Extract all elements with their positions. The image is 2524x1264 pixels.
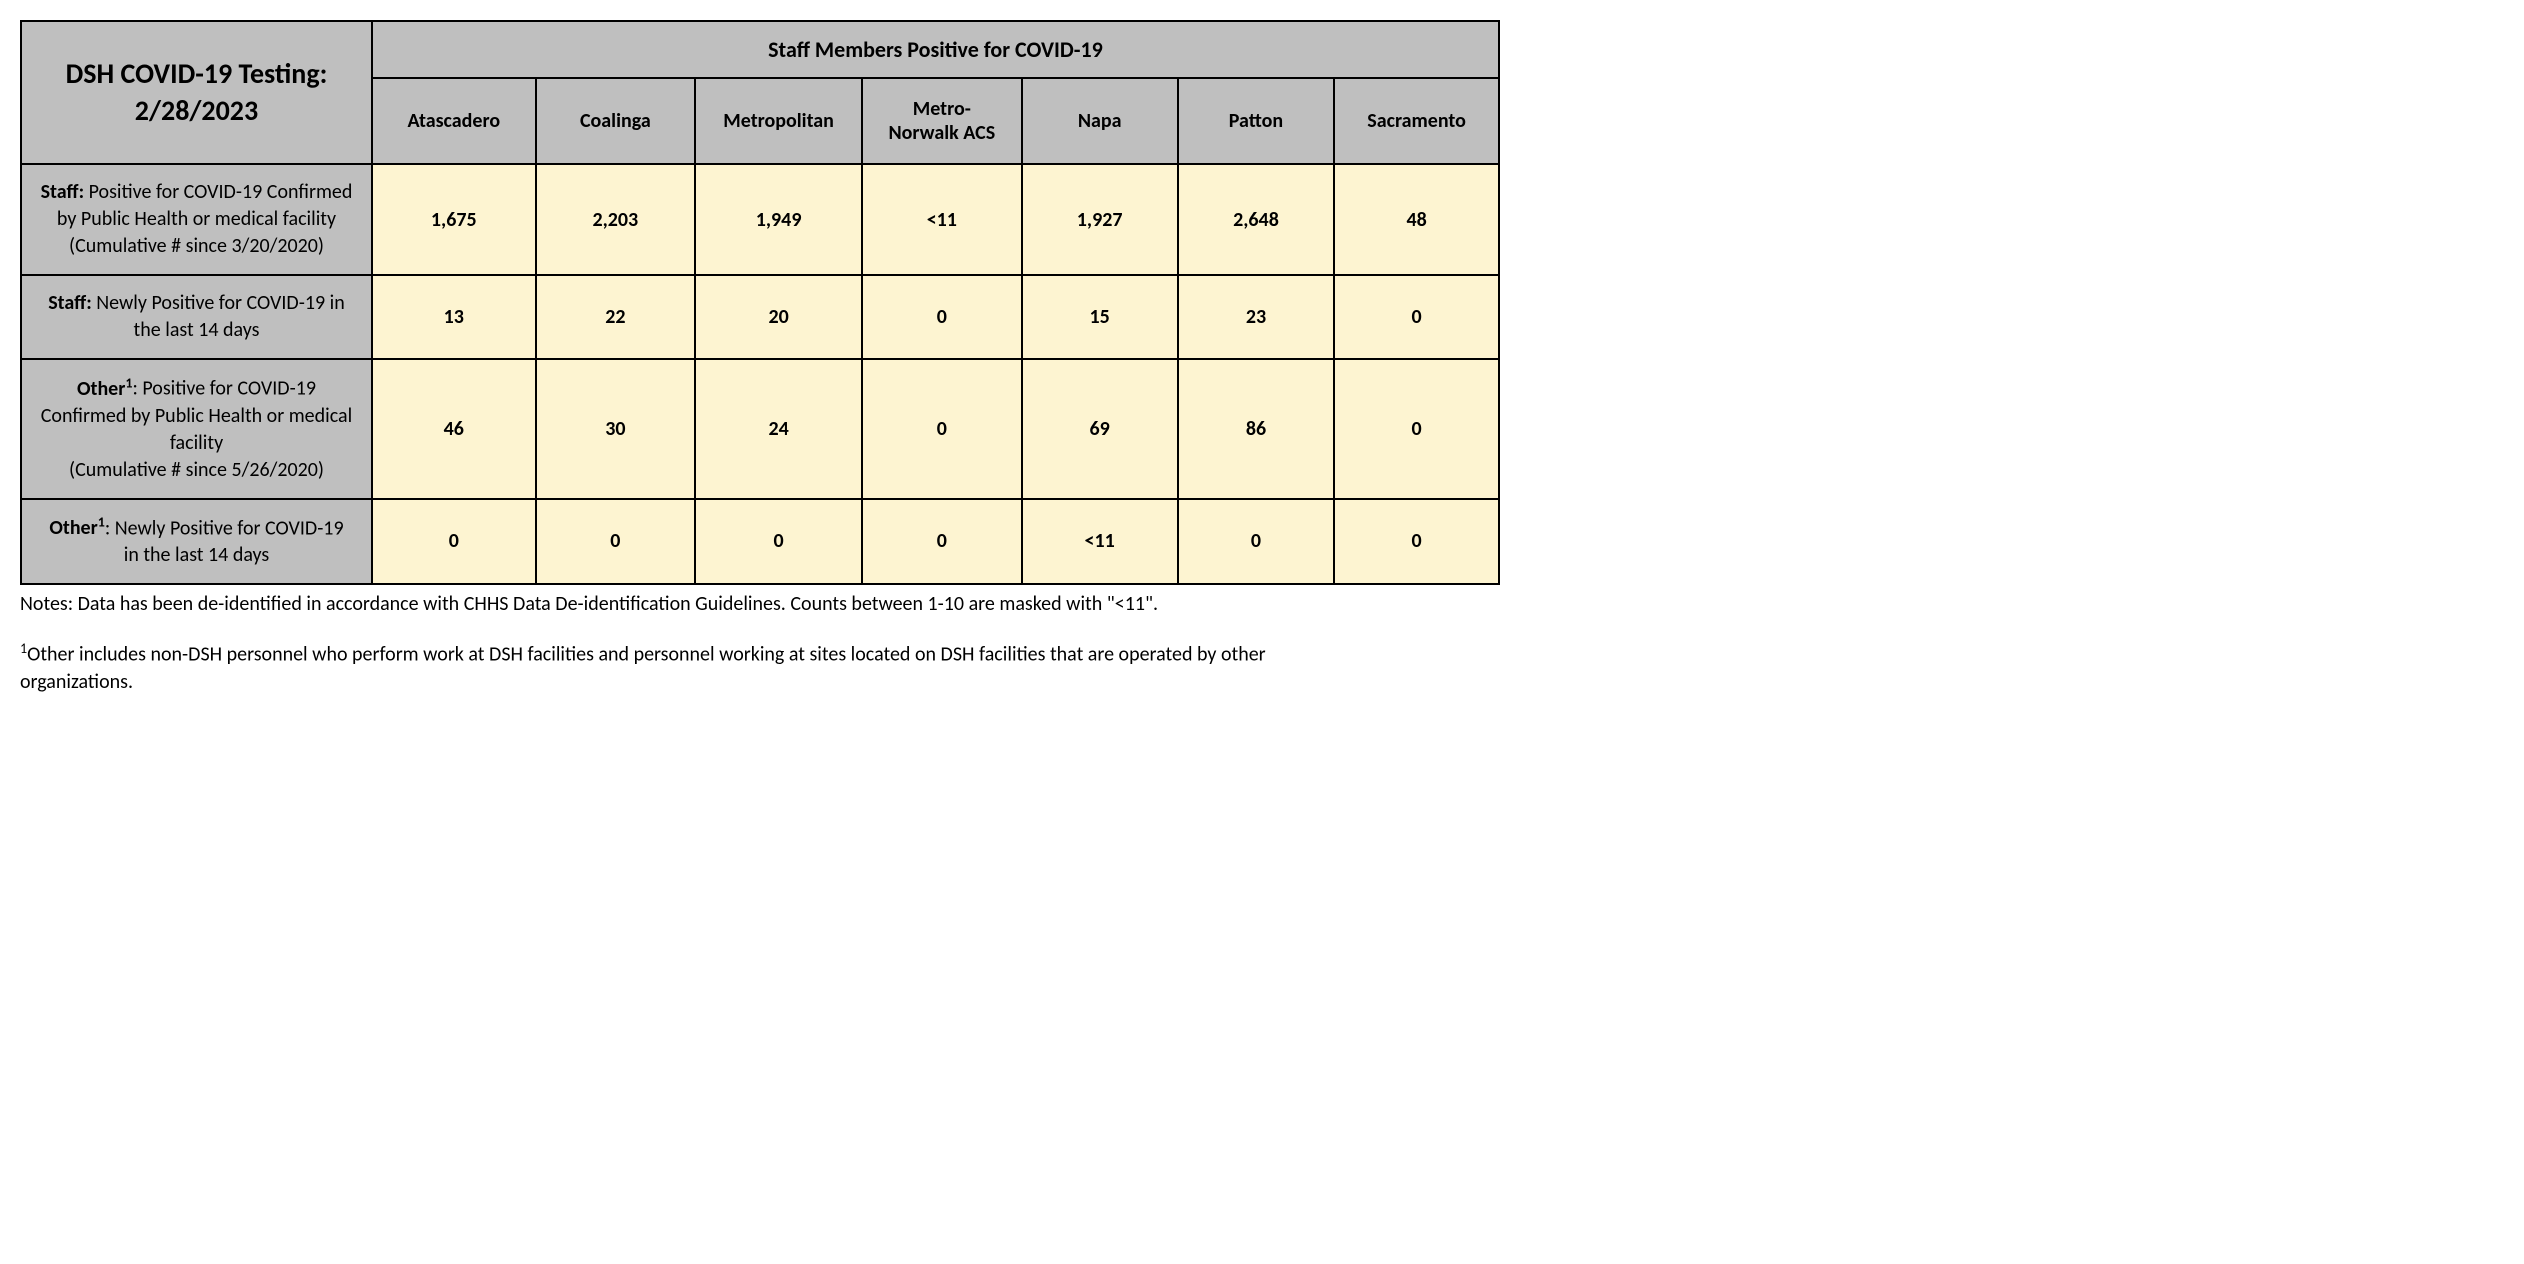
column-header: Metropolitan [695,78,862,164]
row-header: Staff: Positive for COVID-19 Confirmed b… [21,164,372,275]
data-cell: 23 [1178,275,1334,359]
footnote-text: 1Other includes non-DSH personnel who pe… [20,640,1320,696]
column-header: Atascadero [372,78,536,164]
data-cell: 30 [536,359,696,499]
data-cell: 2,648 [1178,164,1334,275]
data-cell: <11 [862,164,1021,275]
row-header: Other1: Newly Positive for COVID-19 in t… [21,499,372,585]
data-cell: 24 [695,359,862,499]
table-row: Other1: Positive for COVID-19 Confirmed … [21,359,1499,499]
data-cell: 86 [1178,359,1334,499]
column-header: Napa [1022,78,1178,164]
column-header: Sacramento [1334,78,1499,164]
data-cell: 1,675 [372,164,536,275]
data-cell: 0 [1334,499,1499,585]
title-line-1: DSH COVID-19 Testing: [66,56,328,91]
data-cell: 0 [1178,499,1334,585]
data-cell: 13 [372,275,536,359]
data-cell: 69 [1022,359,1178,499]
data-cell: 20 [695,275,862,359]
table-row: Other1: Newly Positive for COVID-19 in t… [21,499,1499,585]
data-cell: 0 [862,275,1021,359]
data-cell: 0 [862,359,1021,499]
title-line-2: 2/28/2023 [135,93,258,128]
table-row: Staff: Positive for COVID-19 Confirmed b… [21,164,1499,275]
data-cell: 0 [862,499,1021,585]
data-cell: 0 [536,499,696,585]
column-header: Metro-Norwalk ACS [862,78,1021,164]
footnote-body: Other includes non-DSH personnel who per… [20,643,1266,694]
data-cell: <11 [1022,499,1178,585]
data-cell: 1,949 [695,164,862,275]
data-cell: 0 [1334,359,1499,499]
data-cell: 22 [536,275,696,359]
data-cell: 0 [372,499,536,585]
row-header: Staff: Newly Positive for COVID-19 in th… [21,275,372,359]
column-header: Coalinga [536,78,696,164]
header-top: Staff Members Positive for COVID-19 [372,21,1499,78]
notes-text: Notes: Data has been de-identified in ac… [20,591,1500,618]
data-cell: 0 [1334,275,1499,359]
table-title-cell: DSH COVID-19 Testing: 2/28/2023 [21,21,372,164]
data-cell: 2,203 [536,164,696,275]
table-row: Staff: Newly Positive for COVID-19 in th… [21,275,1499,359]
column-header: Patton [1178,78,1334,164]
data-cell: 48 [1334,164,1499,275]
data-cell: 46 [372,359,536,499]
data-cell: 1,927 [1022,164,1178,275]
data-cell: 0 [695,499,862,585]
covid-testing-table: DSH COVID-19 Testing: 2/28/2023 Staff Me… [20,20,1500,585]
row-header: Other1: Positive for COVID-19 Confirmed … [21,359,372,499]
data-cell: 15 [1022,275,1178,359]
